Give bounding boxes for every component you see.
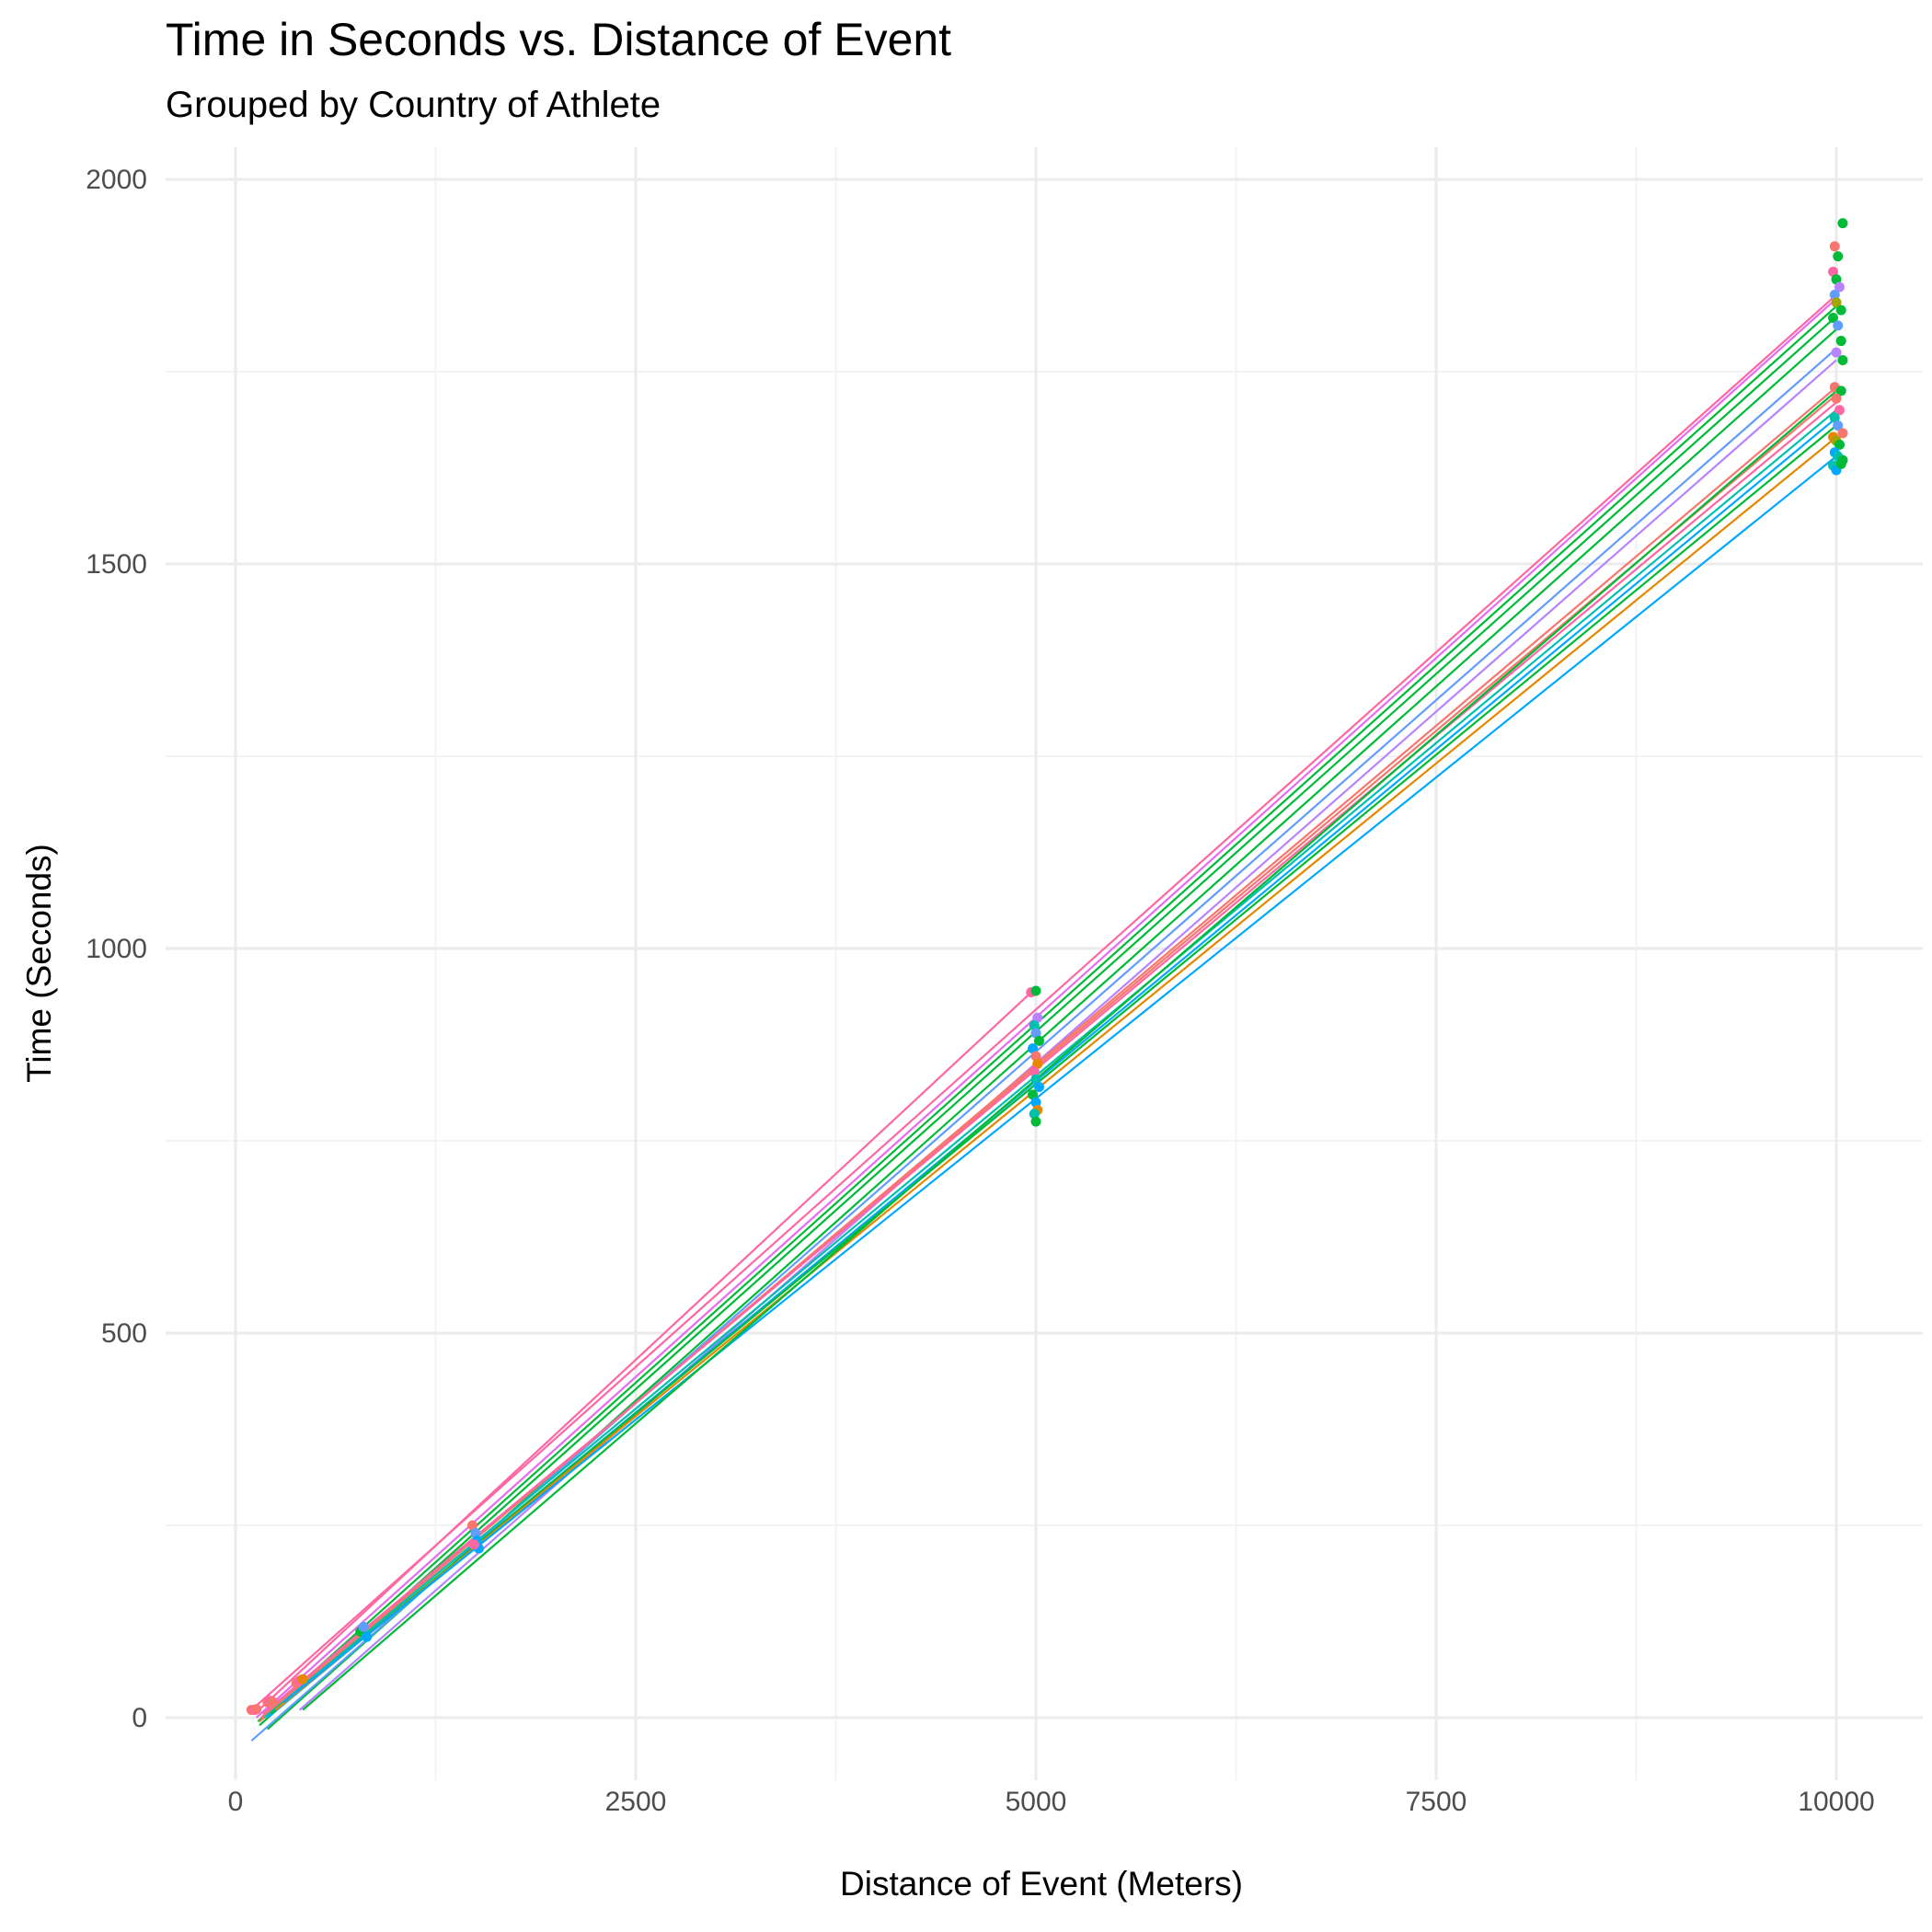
fit-line (255, 297, 1837, 1719)
fit-line (282, 455, 1837, 1704)
data-point (1030, 985, 1041, 996)
data-point (1834, 282, 1845, 293)
data-point (1030, 1051, 1041, 1062)
data-point (1837, 354, 1848, 365)
data-point (251, 1704, 262, 1715)
major-gridlines (166, 147, 1923, 1780)
chart-title: Time in Seconds vs. Distance of Event (166, 14, 951, 65)
x-axis-tick-labels: 0 2500 5000 7500 10000 (228, 1787, 1875, 1817)
data-point (1030, 1116, 1041, 1127)
data-points (246, 218, 1848, 1716)
data-point (1828, 266, 1839, 277)
data-point (1030, 1097, 1041, 1108)
data-point (1829, 412, 1840, 423)
y-axis-tick-labels: 0 500 1000 1500 2000 (86, 165, 147, 1733)
x-tick-label: 5000 (1006, 1787, 1067, 1817)
data-point (1835, 385, 1846, 397)
data-point (467, 1520, 478, 1531)
fit-line (261, 401, 1837, 1715)
y-tick-label: 2000 (86, 165, 147, 195)
fit-line (254, 991, 1032, 1715)
data-point (468, 1539, 479, 1550)
y-tick-label: 0 (132, 1703, 147, 1733)
y-tick-label: 1000 (86, 934, 147, 964)
data-point (1835, 458, 1846, 469)
data-point (1030, 1028, 1041, 1039)
data-point (297, 1673, 308, 1685)
y-tick-label: 500 (101, 1318, 147, 1349)
data-point (267, 1696, 278, 1707)
fit-lines (250, 295, 1837, 1742)
x-axis-title: Distance of Event (Meters) (840, 1865, 1243, 1903)
x-tick-label: 10000 (1798, 1787, 1874, 1817)
data-point (1030, 1074, 1041, 1085)
data-point (1831, 297, 1842, 308)
data-point (1834, 439, 1845, 450)
fit-line (270, 424, 1837, 1715)
data-point (1029, 1109, 1040, 1120)
data-point (1032, 1058, 1043, 1069)
fit-line (263, 408, 1837, 1719)
data-point (1033, 1081, 1044, 1092)
data-point (1029, 1066, 1040, 1077)
data-point (1029, 1020, 1040, 1031)
data-point (1032, 1012, 1043, 1023)
fit-line (302, 390, 1837, 1711)
data-point (1833, 420, 1844, 431)
data-point (1837, 428, 1848, 439)
data-point (1831, 393, 1842, 404)
fit-line (274, 436, 1837, 1711)
data-point (1829, 241, 1840, 252)
x-tick-label: 7500 (1406, 1787, 1467, 1817)
data-point (362, 1631, 373, 1642)
data-point (1834, 405, 1845, 416)
data-point (1028, 1089, 1039, 1100)
x-tick-label: 2500 (605, 1787, 667, 1817)
y-tick-label: 1500 (86, 549, 147, 580)
fit-line (257, 305, 1837, 1722)
data-point (1831, 347, 1842, 358)
data-point (1833, 320, 1844, 331)
data-point (1833, 251, 1844, 262)
data-point (1828, 312, 1839, 323)
data-point (1837, 218, 1848, 229)
y-axis-title: Time (Seconds) (20, 844, 58, 1083)
x-tick-label: 0 (228, 1787, 244, 1817)
data-point (358, 1621, 369, 1632)
data-point (1033, 1035, 1044, 1046)
fit-line (259, 315, 1837, 1727)
data-point (1835, 336, 1846, 347)
data-point (1835, 305, 1846, 316)
data-point (1028, 1043, 1039, 1054)
fit-line (250, 295, 1835, 1711)
data-point (470, 1527, 481, 1538)
data-point (1829, 289, 1840, 300)
chart-subtitle: Grouped by Country of Athlete (166, 85, 661, 125)
data-point (1831, 274, 1842, 285)
